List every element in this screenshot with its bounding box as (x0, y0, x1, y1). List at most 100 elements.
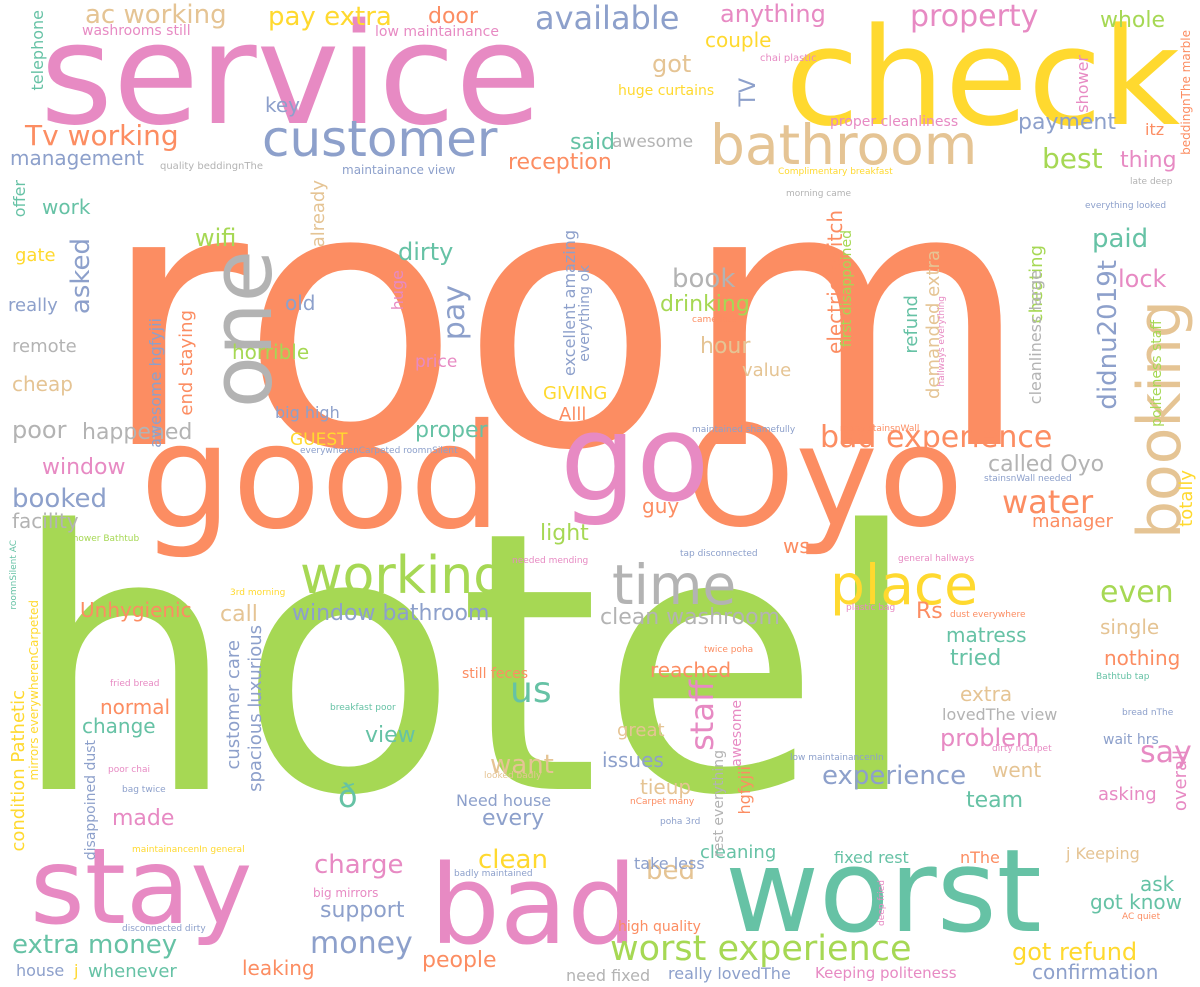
word: maintained shamefully (692, 425, 796, 435)
word: hallways everything (937, 296, 947, 387)
word: service (40, 0, 542, 157)
word: j Keeping (1066, 844, 1140, 863)
word: cleaning (700, 842, 777, 863)
word: great (617, 720, 665, 741)
word: leaking (242, 956, 315, 980)
word: condition Pathetic (8, 690, 29, 852)
word: worst experience (610, 929, 912, 969)
word: say (1140, 735, 1192, 770)
word: 3rd morning (230, 588, 286, 598)
word: chai plastic (760, 53, 817, 64)
word: big high (275, 403, 340, 422)
word: ws (783, 534, 810, 558)
word: whenever (88, 961, 177, 982)
word: low maintainance (375, 24, 499, 40)
word: ask (1140, 872, 1175, 896)
word: fixed rest (834, 848, 909, 867)
word: shower (1073, 55, 1092, 113)
word: stay (30, 826, 253, 948)
word: offer (10, 180, 29, 218)
word: reception (508, 150, 612, 175)
word: window (42, 455, 126, 480)
word: clean (478, 845, 548, 875)
word: end staying (176, 310, 197, 416)
word: ð (338, 777, 358, 815)
word: twice poha (704, 645, 754, 655)
word: asking (1098, 784, 1157, 805)
word: Unhygienic (80, 598, 192, 622)
word: nothing (1104, 646, 1181, 670)
word: looked badly (484, 771, 542, 781)
word: tap disconnected (680, 549, 758, 559)
word: disconnected dirty (122, 924, 206, 934)
word: mirrors everywherenCarpeted (27, 600, 41, 781)
word: time (612, 553, 737, 617)
word: lock (1118, 265, 1167, 293)
word: thing (1120, 148, 1177, 173)
word: poor chai (108, 765, 150, 775)
word: issues (602, 748, 664, 772)
word: made (112, 806, 175, 831)
word: payment (1018, 110, 1117, 135)
word: bad experience (820, 420, 1053, 455)
word: gate (15, 245, 56, 266)
word: ac working (85, 0, 227, 30)
word: customer (262, 110, 498, 168)
word: charge (314, 850, 404, 880)
word: pay (437, 285, 472, 341)
word: really lovedThe (668, 964, 791, 983)
word: stainsnWall needed (984, 474, 1072, 484)
word: pay extra (268, 2, 392, 32)
word: happened (82, 420, 193, 445)
word: quality beddingnThe (160, 161, 263, 172)
word: fried bread (110, 679, 160, 689)
word: management (10, 146, 144, 170)
word: Complimentary breakfast (778, 167, 893, 177)
word: huge curtains (618, 83, 715, 99)
word: problem (940, 724, 1040, 752)
word: house (16, 961, 65, 980)
word: disappoined dust (83, 740, 99, 861)
word: drinking (660, 292, 750, 317)
word: politeness staff (1149, 320, 1165, 427)
word: room (100, 110, 1032, 529)
word: go (560, 390, 710, 529)
word: nCarpet many (630, 797, 695, 807)
word: plastic bag (846, 603, 896, 613)
word: refund (901, 295, 922, 354)
word: overall (1170, 750, 1191, 812)
word: maintainance view (342, 163, 456, 177)
word: already (308, 180, 329, 248)
word: extra money (12, 930, 178, 960)
word: telephone (28, 10, 47, 91)
word: cleanliness large (1026, 270, 1045, 405)
word: proper cleanliness (830, 114, 959, 130)
word: really (8, 295, 58, 316)
word: poor (12, 416, 67, 444)
word: wifi (195, 224, 237, 252)
word: awesome (612, 132, 694, 152)
word: check (785, 0, 1181, 156)
word: shower Bathtub (68, 534, 140, 544)
word: price (415, 352, 458, 372)
word: washrooms still (82, 23, 191, 39)
word: key (265, 93, 301, 117)
word: everything looked (1085, 201, 1167, 211)
word: dirty (398, 238, 454, 266)
word: work (42, 195, 91, 219)
word: dirty nCarpet (992, 744, 1052, 754)
word: many stainsnWall (840, 424, 920, 434)
word: poha 3rd (660, 817, 701, 827)
word: bed (646, 856, 696, 886)
word: confirmation (1032, 960, 1159, 984)
word: cheap (12, 372, 73, 396)
word: bad (430, 841, 638, 969)
word: value (742, 360, 792, 381)
word: customer care (223, 640, 244, 770)
word: one (193, 250, 292, 409)
word: good (140, 393, 502, 562)
word: beddingnThe marble (1179, 30, 1193, 155)
word: didnu2019t (1093, 260, 1123, 410)
word: staff (683, 680, 721, 751)
word: experience (822, 761, 967, 791)
